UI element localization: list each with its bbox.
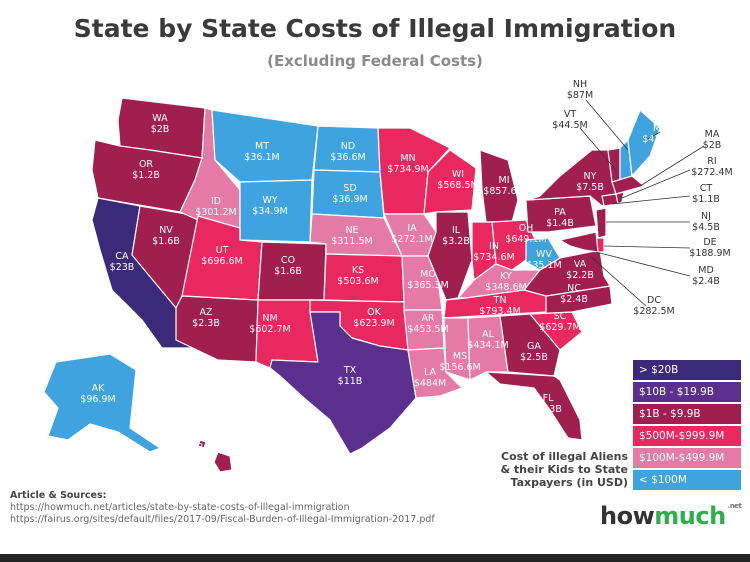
- state-label-ky: KY $348.6M: [485, 271, 527, 293]
- state-label-ar: AR $453.5M: [407, 313, 449, 335]
- state-label-vt: VT $44.5M: [552, 109, 588, 131]
- state-wi: [423, 149, 477, 215]
- state-al: [467, 315, 509, 381]
- state-label-il: IL $3.2B: [442, 225, 470, 247]
- state-label-in: IN $734.6M: [473, 241, 515, 263]
- state-label-md: MD $2.4B: [692, 265, 720, 287]
- bottom-bar: [0, 554, 750, 562]
- state-label-ga: GA $2.5B: [520, 341, 548, 363]
- state-tx: [269, 311, 417, 455]
- state-label-ct: CT $1.1B: [692, 183, 720, 205]
- state-label-mi: MI $857.6M: [483, 175, 525, 197]
- state-label-al: AL $434.1M: [467, 329, 509, 351]
- map-title: State by State Costs of Illegal Immigrat…: [73, 14, 677, 43]
- map-subtitle: (Excluding Federal Costs): [267, 52, 483, 70]
- state-md: [559, 231, 599, 253]
- state-label-tx: TX $11B: [337, 365, 363, 387]
- source-link[interactable]: https://fairus.org/sites/default/files/2…: [10, 514, 435, 525]
- state-label-nm: NM $602.7M: [249, 313, 291, 335]
- state-hi: [213, 451, 233, 473]
- legend-item: $500M-$999.9M: [633, 426, 741, 446]
- state-label-ut: UT $696.6M: [201, 245, 243, 267]
- state-label-ak: AK $96.9M: [80, 383, 116, 405]
- state-label-ia: IA $272.1M: [391, 223, 433, 245]
- state-label-nh: NH $87M: [566, 79, 594, 101]
- sources: Article & Sources: https://howmuch.net/a…: [10, 490, 435, 526]
- state-label-wa: WA $2B: [150, 113, 170, 135]
- state-label-nj: NJ $4.5B: [692, 211, 720, 233]
- state-nj: [595, 207, 607, 239]
- state-label-ks: KS $503.6M: [337, 265, 379, 287]
- state-label-mo: MO $365.3M: [407, 269, 449, 291]
- state-label-wi: WI $568.5M: [437, 169, 479, 191]
- legend-item: > $20B: [633, 360, 741, 380]
- state-ak: [43, 353, 161, 453]
- howmuch-logo: howmuch .net: [600, 502, 742, 530]
- state-label-nc: NC $2.4B: [560, 283, 588, 305]
- state-fl: [485, 371, 583, 441]
- state-ct: [601, 193, 619, 207]
- state-label-co: CO $1.6B: [274, 255, 302, 277]
- state-label-ok: OK $623.9M: [353, 307, 395, 329]
- state-ri: [615, 191, 625, 205]
- state-wv: [525, 237, 561, 271]
- legend-item: $10B - $19.9B: [633, 382, 741, 402]
- state-label-id: ID $301.2M: [195, 196, 237, 218]
- state-label-me: ME $42.4M: [642, 123, 678, 145]
- state-label-or: OR $1.2B: [132, 159, 160, 181]
- state-label-oh: OH $649.1M: [505, 223, 547, 245]
- state-label-sd: SD $36.9M: [332, 183, 368, 205]
- sources-heading: Article & Sources:: [10, 490, 107, 501]
- state-label-ne: NE $311.5M: [331, 225, 373, 247]
- state-label-va: VA $2.2B: [566, 259, 594, 281]
- legend-item: $1B - $9.9B: [633, 404, 741, 424]
- state-label-sc: SC $629.7M: [539, 311, 581, 333]
- state-label-wy: WY $34.9M: [252, 195, 288, 217]
- state-me: [627, 109, 661, 177]
- state-label-hi: HI $622.6M: [179, 431, 221, 453]
- state-label-wv: WV $35.1M: [526, 249, 562, 271]
- state-az: [175, 295, 259, 363]
- state-label-ms: MS $156.6M: [439, 351, 481, 373]
- state-label-ny: NY $7.5B: [576, 171, 604, 193]
- state-hi-2: [197, 439, 207, 449]
- source-link[interactable]: https://howmuch.net/articles/state-by-st…: [10, 502, 350, 513]
- state-label-nv: NV $1.6B: [152, 225, 180, 247]
- state-label-az: AZ $2.3B: [192, 307, 220, 329]
- state-label-tn: TN $793.4M: [479, 295, 521, 317]
- legend-caption: Cost of illegal Aliens & their Kids to S…: [500, 450, 628, 489]
- state-label-de: DE $188.9M: [689, 237, 731, 259]
- state-la: [407, 347, 463, 399]
- state-wy: [239, 179, 313, 243]
- state-label-mt: MT $36.1M: [244, 141, 280, 163]
- state-label-ri: RI $272.4M: [691, 156, 733, 178]
- state-va: [523, 249, 611, 297]
- state-label-ma: MA $2B: [702, 129, 722, 151]
- legend-item: $100M-$499.9M: [633, 448, 741, 468]
- state-ga: [499, 313, 561, 377]
- state-label-la: LA $484M: [413, 367, 447, 389]
- legend-item: < $100M: [633, 470, 741, 490]
- state-label-mn: MN $734.9M: [387, 153, 429, 175]
- state-ma: [611, 175, 645, 195]
- state-label-pa: PA $1.4B: [546, 207, 574, 229]
- state-label-fl: FL $6.3B: [534, 393, 562, 415]
- state-label-ca: CA $23B: [109, 251, 135, 273]
- state-label-nd: ND $36.6M: [330, 141, 366, 163]
- state-label-dc: DC $282.5M: [633, 295, 675, 317]
- legend: > $20B $10B - $19.9B $1B - $9.9B $500M-$…: [633, 360, 741, 492]
